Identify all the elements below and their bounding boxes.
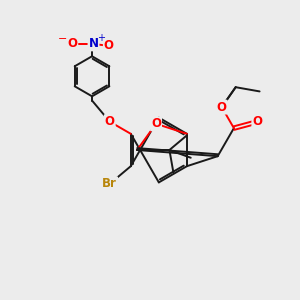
- Text: −: −: [58, 34, 67, 44]
- Text: O: O: [67, 38, 77, 50]
- Text: +: +: [97, 33, 105, 43]
- Text: N: N: [88, 38, 98, 50]
- Text: O: O: [151, 117, 161, 130]
- Text: Br: Br: [102, 177, 117, 190]
- Text: O: O: [217, 100, 227, 114]
- Text: O: O: [104, 39, 114, 52]
- Text: O: O: [105, 115, 115, 128]
- Text: O: O: [252, 115, 262, 128]
